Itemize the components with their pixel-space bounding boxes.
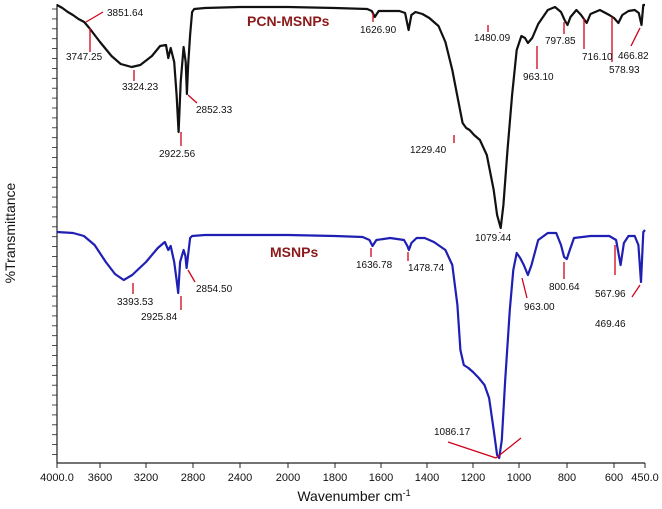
x-tick-label: 1600 [369,472,393,484]
x-tick-label: 800 [558,472,576,484]
peak-label: 578.93 [609,65,640,76]
peak-label: 1478.74 [408,263,445,274]
axis-frame [56,4,645,464]
series-line-pcn-msnps [56,3,645,230]
x-tick-label: 2800 [181,472,205,484]
y-axis-title: %Transmittance [2,182,18,283]
peak-label: 3747.25 [66,52,103,63]
x-tick-label: 1000 [507,472,531,484]
peak-label: 800.64 [549,282,580,293]
peak-labels: 3851.64 3747.25 3324.23 2922.56 2852.33 1626.… [66,8,649,438]
x-axis-ticks: 4000.0 3600 3200 2800 2400 2000 1800 1600 1400 12… [40,463,659,484]
x-tick-label: 450.0 [631,472,659,484]
peak-label: 1480.09 [474,33,511,44]
peak-marker [631,284,641,298]
x-tick-label: 2400 [228,472,252,484]
series-line-msnps [56,229,646,460]
peak-label: 469.46 [595,319,626,330]
series-label-msnps: MSNPs [270,244,318,260]
x-tick-label: 2000 [276,472,300,484]
peak-marker [495,437,522,459]
peak-markers [85,11,641,459]
series-label-pcn-msnps: PCN-MSNPs [247,13,330,29]
x-tick-label: 1200 [461,472,485,484]
x-tick-label: 1800 [323,472,347,484]
peak-label: 1636.78 [356,260,393,271]
peak-label: 2852.33 [196,105,233,116]
peak-label: 3393.53 [117,297,154,308]
peak-label: 1086.17 [434,427,471,438]
peak-label: 1079.44 [475,233,512,244]
peak-marker [521,277,528,299]
peak-label: 716.10 [582,52,613,63]
x-tick-label: 3200 [134,472,158,484]
peak-marker [187,94,198,104]
peak-label: 2854.50 [196,284,233,295]
x-tick-label: 3600 [88,472,112,484]
y-axis-ticks [52,8,57,455]
peak-label: 2925.84 [141,312,178,323]
peak-marker [630,27,641,47]
peak-label: 963.10 [523,72,554,83]
peak-label: 2922.56 [159,149,196,160]
peak-marker [447,441,497,459]
peak-marker [85,11,104,23]
peak-label: 1229.40 [410,145,447,156]
peak-label: 3851.64 [107,8,144,19]
x-axis-title: Wavenumber cm-1 [297,488,410,504]
peak-label: 3324.23 [122,82,159,93]
x-tick-label: 600 [605,472,623,484]
peak-label: 797.85 [545,36,576,47]
peak-label: 567.96 [595,289,626,300]
peak-label: 466.82 [618,51,649,62]
x-tick-label: 1400 [415,472,439,484]
peak-label: 1626.90 [360,25,397,36]
x-tick-label: 4000.0 [40,472,74,484]
peak-label: 963.00 [524,302,555,313]
peak-marker [187,269,196,283]
